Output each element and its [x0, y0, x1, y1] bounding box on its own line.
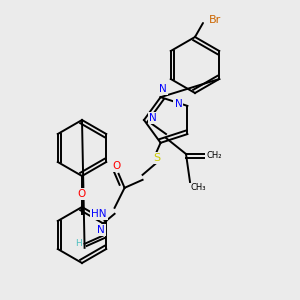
Text: N: N — [175, 99, 182, 109]
Text: CH₃: CH₃ — [190, 184, 206, 193]
Text: S: S — [153, 153, 160, 163]
Text: CH₂: CH₂ — [206, 152, 222, 160]
Text: N: N — [159, 84, 167, 94]
Text: HN: HN — [91, 209, 106, 219]
Text: O: O — [78, 189, 86, 199]
Text: H: H — [75, 239, 82, 248]
Text: Br: Br — [209, 15, 221, 25]
Text: O: O — [112, 161, 121, 171]
Text: N: N — [149, 113, 157, 123]
Text: N: N — [97, 225, 104, 235]
